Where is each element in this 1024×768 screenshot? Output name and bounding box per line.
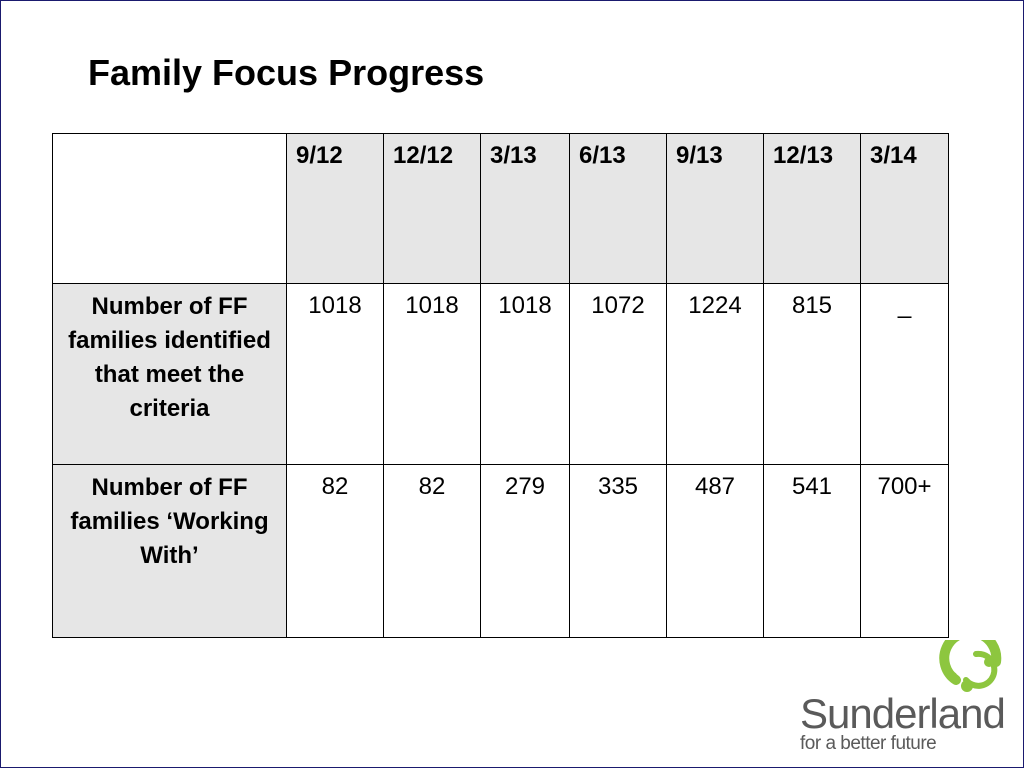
table-cell: 487	[666, 464, 764, 638]
column-header: 12/12	[383, 133, 481, 284]
column-header: 3/14	[860, 133, 949, 284]
logo-tagline: for a better future	[800, 733, 937, 754]
column-header: 3/13	[480, 133, 570, 284]
table-cell: 700+	[860, 464, 949, 638]
table-row: Number of FF families identified that me…	[52, 283, 949, 465]
column-header: 9/13	[666, 133, 764, 284]
table-cell: 1018	[286, 283, 384, 465]
sunderland-logo-mark	[939, 640, 1002, 692]
column-header: 9/12	[286, 133, 384, 284]
table-cell: 82	[383, 464, 481, 638]
column-header: 6/13	[569, 133, 667, 284]
table-cell: 1018	[480, 283, 570, 465]
table-cell: 279	[480, 464, 570, 638]
column-header: 12/13	[763, 133, 861, 284]
progress-table: 9/12 12/12 3/13 6/13 9/13 12/13 3/14 Num…	[52, 133, 949, 638]
table-cell: 541	[763, 464, 861, 638]
row-label: Number of FF families identified that me…	[52, 283, 287, 465]
table-row: Number of FF families ‘Working With’ 82 …	[52, 464, 949, 638]
row-label: Number of FF families ‘Working With’	[52, 464, 287, 638]
table-cell: 335	[569, 464, 667, 638]
table-cell: 82	[286, 464, 384, 638]
slide-title: Family Focus Progress	[88, 52, 485, 93]
corner-cell	[52, 133, 287, 284]
header-row: 9/12 12/12 3/13 6/13 9/13 12/13 3/14	[52, 133, 949, 284]
table-cell: 815	[763, 283, 861, 465]
table-cell: 1072	[569, 283, 667, 465]
table-cell: 1224	[666, 283, 764, 465]
logo-wordmark: Sunderland	[800, 690, 1006, 737]
table-cell: 1018	[383, 283, 481, 465]
table-cell: _	[860, 283, 949, 465]
